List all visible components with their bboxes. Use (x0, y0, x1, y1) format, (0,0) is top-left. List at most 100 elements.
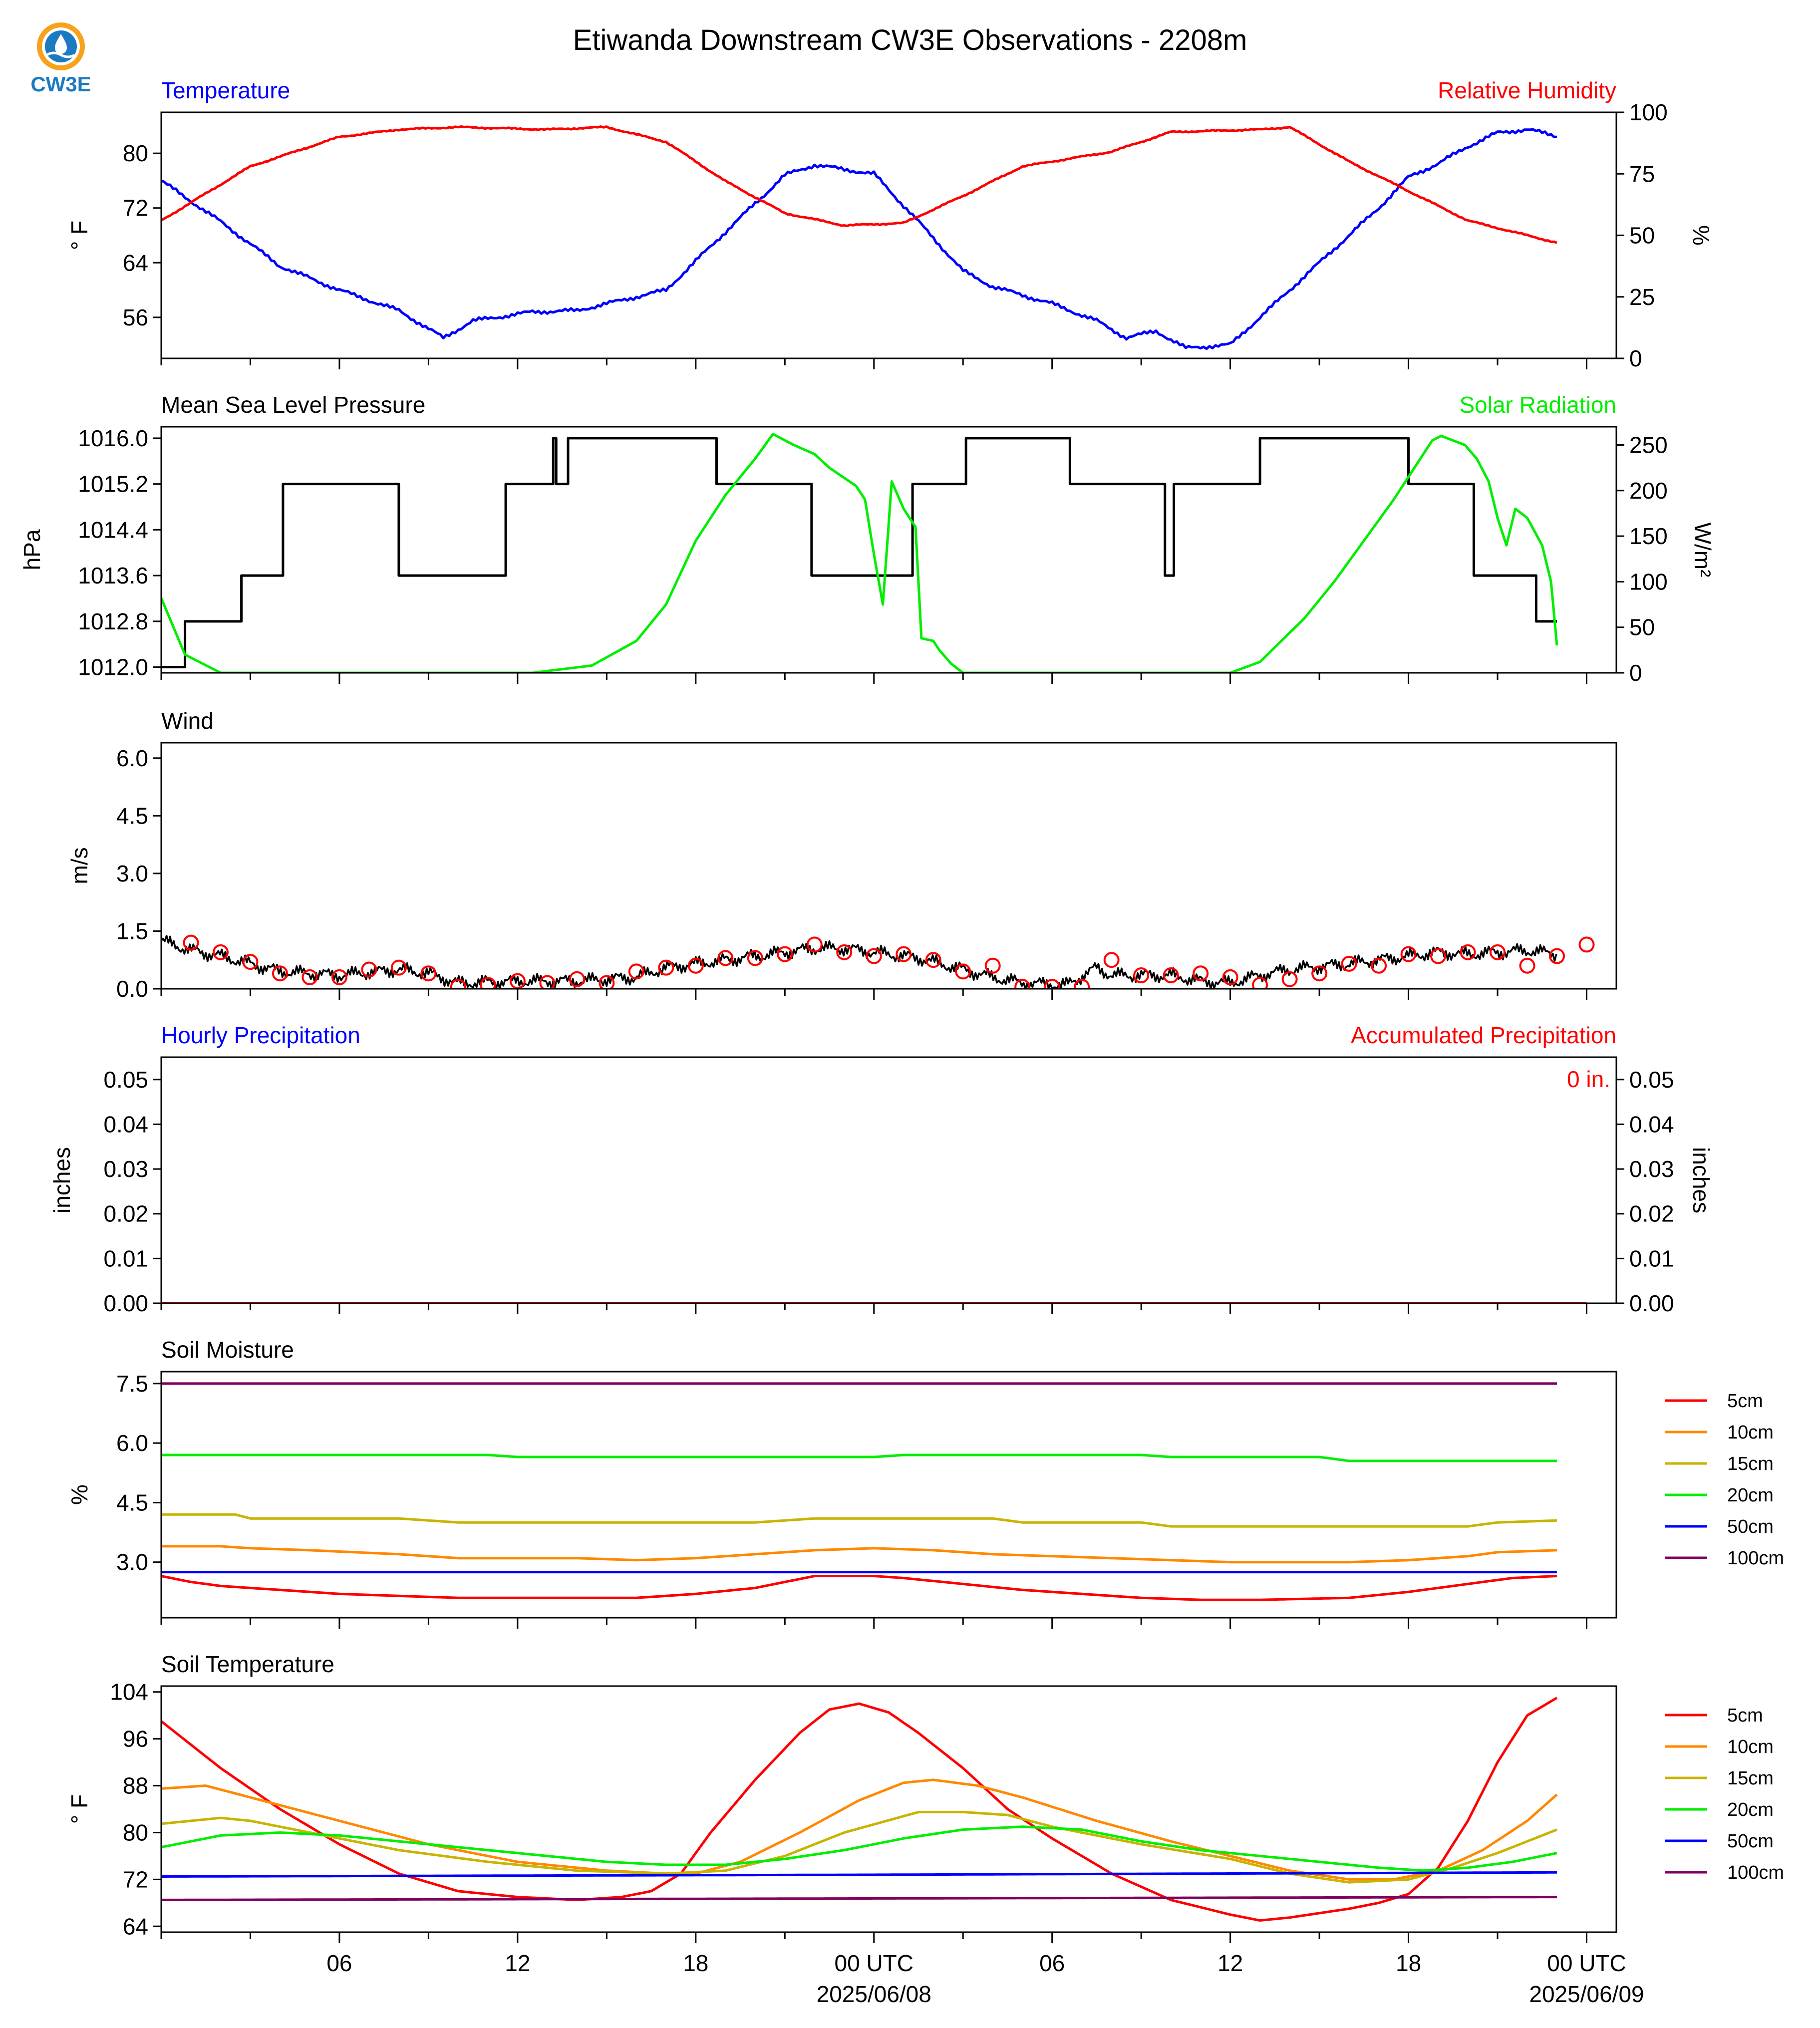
panel-title-left: Wind (161, 708, 214, 734)
legend-label: 10cm (1727, 1422, 1774, 1443)
y-axis-label-left: % (66, 1484, 92, 1505)
series-gust-marker (1549, 948, 1565, 964)
y-tick-label-right: 0.01 (1629, 1245, 1674, 1271)
series-gust-marker (242, 954, 259, 970)
series-gust-marker (1281, 971, 1298, 987)
series-15cm (161, 1810, 1557, 1884)
plot-frame (160, 1685, 1617, 1933)
y-tick-label-left: 64 (123, 1913, 148, 1939)
series-gust-marker (1163, 967, 1179, 984)
x-tick-label: 06 (1039, 1950, 1065, 1976)
y-tick-label-right: 75 (1629, 161, 1655, 187)
series-group (161, 934, 1595, 989)
series-gust-marker (628, 963, 644, 980)
series-mean-sea-level-pressure (161, 437, 1557, 669)
series-group (161, 125, 1557, 350)
y-tick-label-left: 1013.6 (78, 563, 148, 588)
y-tick-label-left: 0.03 (103, 1156, 148, 1182)
y-tick-label-left: 1012.8 (78, 608, 148, 634)
y-tick-label-left: 0.01 (103, 1245, 148, 1271)
y-tick-label-right: 0 (1629, 660, 1642, 686)
accumulated-total-label: 0 in. (1567, 1066, 1610, 1092)
y-tick-label-left: 4.5 (116, 803, 148, 829)
y-tick-label-left: 72 (123, 1866, 148, 1892)
series-group (161, 1382, 1557, 1601)
y-tick-label-right: 0.00 (1629, 1290, 1674, 1316)
plot-frame (160, 1371, 1617, 1619)
legend-label: 5cm (1727, 1705, 1763, 1726)
series-gust-marker (747, 950, 763, 966)
series-20cm (161, 1825, 1557, 1872)
series-gust-marker (272, 965, 288, 982)
x-tick-label: 12 (1217, 1950, 1243, 1976)
panel-title-right: Solar Radiation (1459, 392, 1616, 418)
series-wind (161, 934, 1557, 989)
cw3e-logo: CW3E (30, 22, 91, 96)
y-tick-label-left: 96 (123, 1726, 148, 1752)
series-gust-marker (1519, 957, 1535, 974)
panel-wind: Wind 6.0 4.5 3.0 1.5 0.0 m/s (66, 708, 1617, 1002)
x-tick-label: 12 (505, 1950, 530, 1976)
series-gust-marker (331, 969, 347, 985)
y-tick-label-left: 1015.2 (78, 471, 148, 497)
y-tick-label-left: 3.0 (116, 1549, 148, 1575)
y-tick-label-left: 0.02 (103, 1201, 148, 1227)
y-axis-label-left: hPa (19, 529, 45, 570)
y-axis-label-left: inches (49, 1147, 75, 1213)
series-10cm (161, 1778, 1558, 1881)
series-gust-marker (1400, 946, 1417, 962)
series-group (161, 1697, 1558, 1922)
y-tick-label-left: 64 (123, 250, 148, 276)
series-gust-marker (1133, 967, 1150, 984)
y-tick-label-left: 6.0 (116, 745, 148, 771)
legend-label: 5cm (1727, 1391, 1763, 1412)
series-gust-marker (1371, 957, 1387, 974)
y-tick-label-right: 200 (1629, 478, 1668, 504)
panel-title-left: Soil Moisture (161, 1337, 294, 1363)
x-date-label: 2025/06/09 (1529, 1981, 1644, 2007)
legend-label: 20cm (1727, 1485, 1774, 1506)
y-tick-label-left: 0.04 (103, 1111, 148, 1137)
series-50cm (161, 1871, 1557, 1878)
series-5cm (161, 1575, 1557, 1601)
series-100cm (161, 1896, 1557, 1901)
panel-title-right: Accumulated Precipitation (1351, 1022, 1616, 1048)
series-gust-marker (1014, 979, 1031, 989)
plot-frame (160, 1056, 1617, 1304)
legend-label: 100cm (1727, 1548, 1784, 1569)
y-tick-label-left: 1012.0 (78, 654, 148, 680)
y-tick-label-right: 50 (1629, 614, 1655, 640)
y-axis-label-left: m/s (66, 847, 92, 884)
panel-pressure_solar: Mean Sea Level Pressure Solar Radiation 10… (19, 392, 1716, 686)
y-tick-label-left: 88 (123, 1773, 148, 1799)
y-tick-label-right: 100 (1629, 569, 1668, 594)
series-solar-radiation (161, 433, 1558, 673)
panel-title-left: Mean Sea Level Pressure (161, 392, 425, 418)
series-gust-marker (1430, 948, 1447, 964)
series-gust-marker (866, 948, 882, 964)
series-gust-marker (420, 965, 437, 982)
legend-label: 50cm (1727, 1516, 1774, 1537)
series-relative-humidity (161, 125, 1557, 244)
series-gust-marker (1193, 965, 1209, 982)
series-gust-marker (1311, 965, 1328, 982)
series-gust-marker (1103, 952, 1120, 968)
x-tick-label: 06 (326, 1950, 352, 1976)
series-gust-marker (836, 944, 853, 960)
y-tick-label-left: 0.0 (116, 976, 148, 1002)
panel-soil_moisture: Soil Moisture 7.5 6.0 4.5 3.0% 5cm 10cm 15cm 20c… (66, 1337, 1784, 1629)
y-tick-label-left: 0.05 (103, 1067, 148, 1093)
legend-label: 10cm (1727, 1737, 1774, 1757)
y-tick-label-left: 7.5 (116, 1371, 148, 1397)
plot-frame (160, 426, 1617, 674)
series-gust-marker (212, 944, 229, 960)
y-tick-label-left: 72 (123, 195, 148, 221)
series-gust-marker (1044, 979, 1060, 989)
panel-title-left: Hourly Precipitation (161, 1022, 360, 1048)
series-gust-marker (183, 934, 199, 951)
y-tick-label-right: 25 (1629, 284, 1655, 310)
series-gust-marker (777, 946, 793, 962)
y-tick-label-left: 1.5 (116, 918, 148, 944)
series-10cm (161, 1545, 1557, 1564)
